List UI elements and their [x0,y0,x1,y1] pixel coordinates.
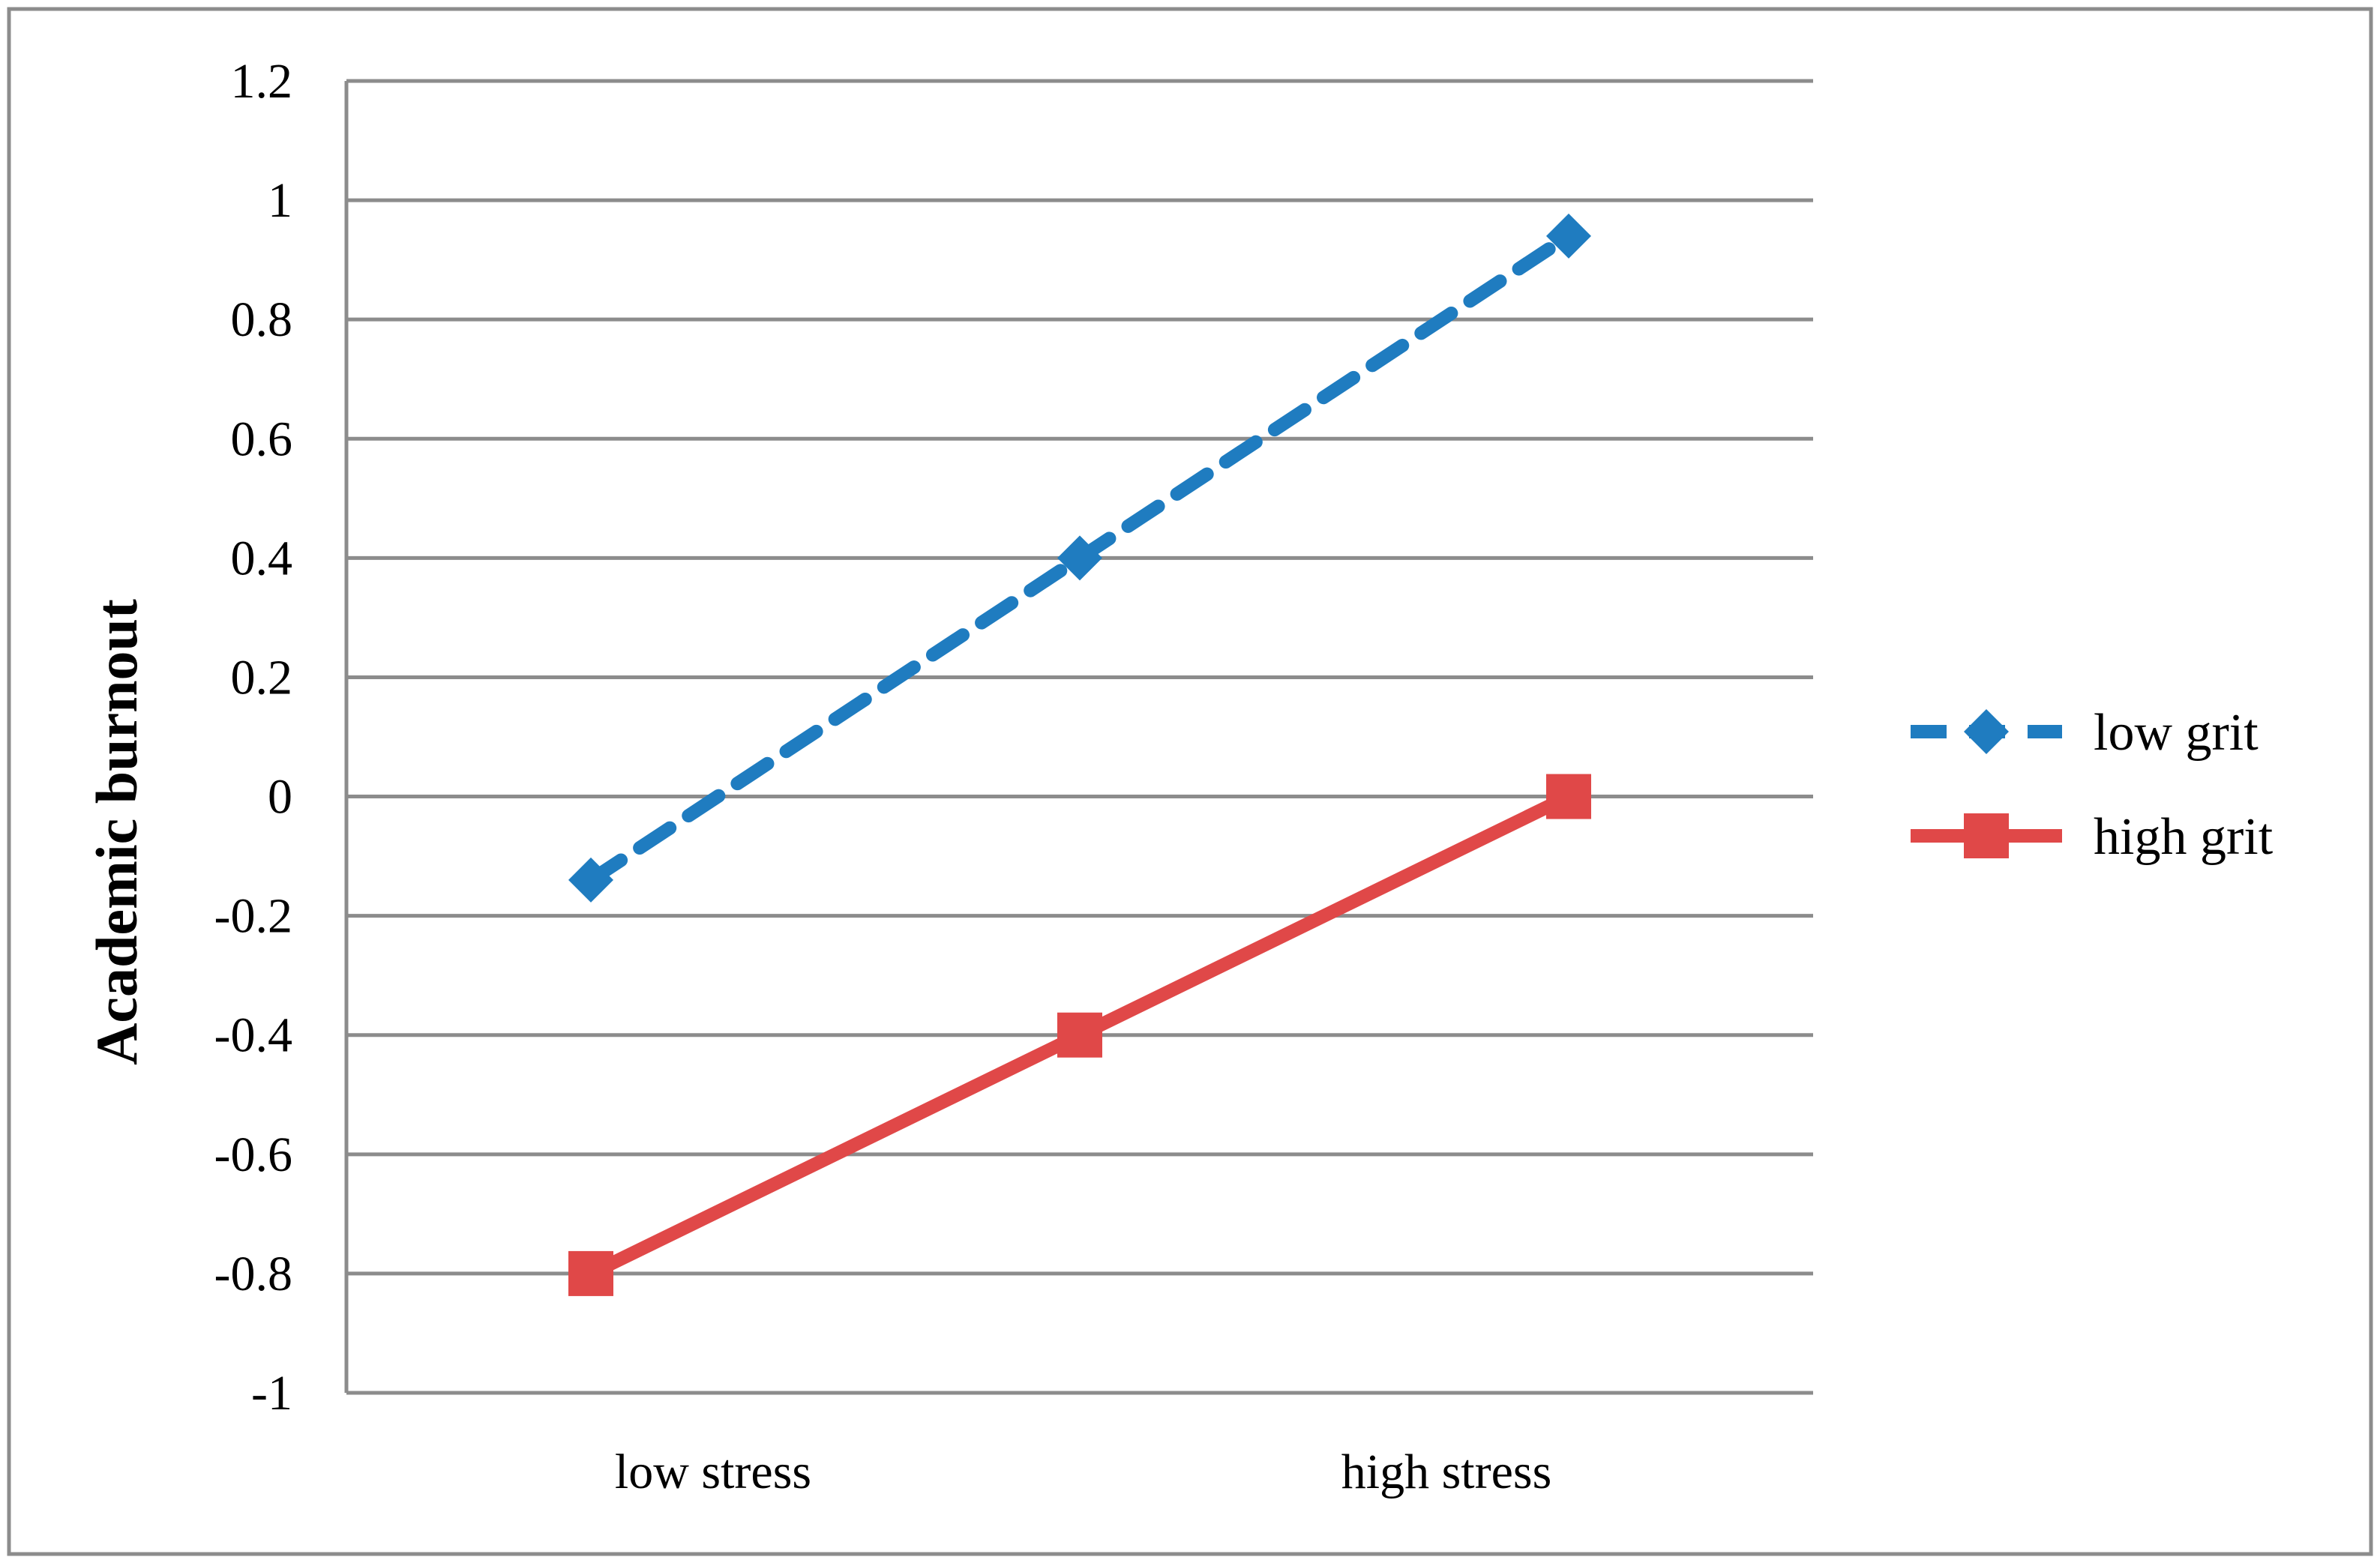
y-tick-label: -0.8 [214,1247,292,1301]
y-tick-label: 0 [268,770,292,825]
legend-label: low grit [2094,704,2259,762]
x-tick-label: low stress [615,1445,811,1499]
legend: low grit high grit [1911,704,2274,866]
y-tick-label: -0.4 [214,1008,292,1063]
data-point-low-grit [568,857,613,903]
y-tick-label: 1.2 [231,54,293,109]
x-axis-ticks: low stress high stress [615,1445,1551,1499]
legend-marker-low-grit [1964,709,2009,754]
y-tick-label: 1 [268,173,292,228]
x-tick-label: high stress [1341,1445,1552,1499]
chart-frame [7,7,2373,1556]
data-point-high-grit [1546,774,1591,819]
series-layer [568,213,1591,1296]
data-point-low-grit [1546,213,1591,259]
y-tick-label: 0.2 [231,650,293,705]
data-point-high-grit [1057,1012,1102,1058]
legend-label: high grit [2094,808,2274,866]
data-point-high-grit [568,1250,613,1296]
data-point-low-grit [1057,535,1102,581]
y-tick-label: 0.4 [231,531,293,585]
legend-marker-high-grit [1964,813,2009,858]
y-tick-label: -1 [251,1366,292,1421]
y-tick-label: 0.6 [231,412,293,466]
y-axis-ticks: -1 -0.8 -0.6 -0.4 -0.2 0 0.2 0.4 0.6 0.8 1 1.2 [214,54,292,1421]
y-axis-label: Academic burnout [84,599,149,1065]
y-tick-label: -0.2 [214,889,292,944]
y-tick-label: 0.8 [231,292,293,347]
y-tick-label: -0.6 [214,1127,292,1182]
